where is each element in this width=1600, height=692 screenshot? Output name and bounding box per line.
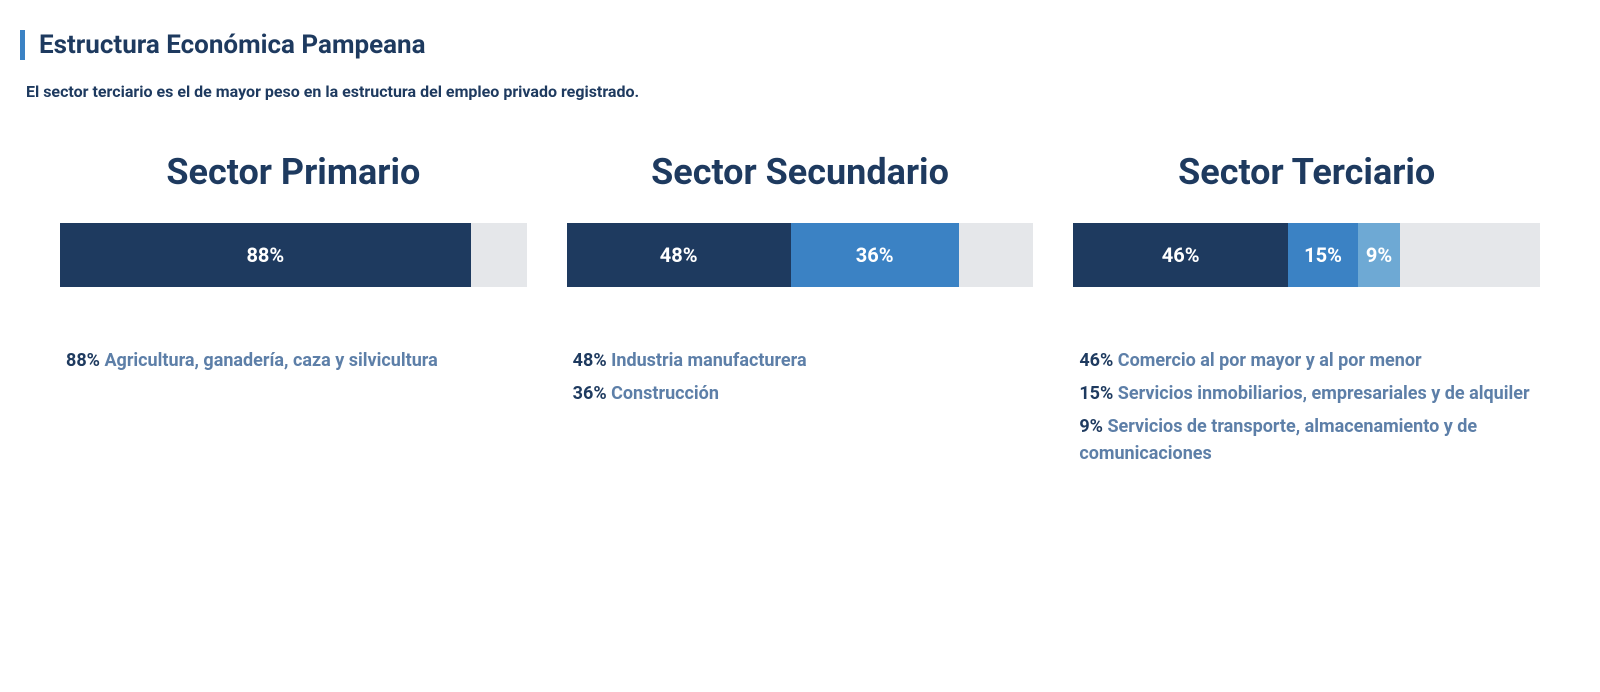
legend-item: 15% Servicios inmobiliarios, empresarial… <box>1079 380 1534 407</box>
title-accent-bar <box>20 30 25 60</box>
bar-segment: 15% <box>1288 223 1358 287</box>
stacked-bar: 88% <box>60 223 527 287</box>
sector-title: Sector Primario <box>60 151 527 193</box>
stacked-bar: 48%36% <box>567 223 1034 287</box>
sector-legend: 48% Industria manufacturera36% Construcc… <box>567 347 1034 407</box>
stacked-bar: 46%15%9% <box>1073 223 1540 287</box>
bar-segment-remainder <box>959 223 1034 287</box>
legend-item: 36% Construcción <box>573 380 1028 407</box>
legend-pct: 9% <box>1079 416 1103 437</box>
legend-label: Construcción <box>607 383 719 404</box>
sector-column: Sector Primario88%88% Agricultura, ganad… <box>60 151 527 473</box>
legend-label: Industria manufacturera <box>607 350 807 371</box>
legend-pct: 15% <box>1079 383 1113 404</box>
sectors-container: Sector Primario88%88% Agricultura, ganad… <box>20 151 1580 473</box>
bar-segment: 36% <box>791 223 959 287</box>
sector-legend: 46% Comercio al por mayor y al por menor… <box>1073 347 1540 467</box>
sector-column: Sector Terciario46%15%9%46% Comercio al … <box>1073 151 1540 473</box>
legend-pct: 48% <box>573 350 607 371</box>
legend-label: Servicios inmobiliarios, empresariales y… <box>1113 383 1529 404</box>
legend-item: 88% Agricultura, ganadería, caza y silvi… <box>66 347 521 374</box>
legend-pct: 46% <box>1079 350 1113 371</box>
legend-item: 9% Servicios de transporte, almacenamien… <box>1079 413 1534 467</box>
legend-pct: 36% <box>573 383 607 404</box>
sector-title: Sector Terciario <box>1073 151 1540 193</box>
legend-label: Servicios de transporte, almacenamiento … <box>1079 416 1477 464</box>
page-title: Estructura Económica Pampeana <box>39 30 426 60</box>
title-row: Estructura Económica Pampeana <box>20 30 1580 60</box>
legend-label: Comercio al por mayor y al por menor <box>1113 350 1421 371</box>
sector-title: Sector Secundario <box>567 151 1034 193</box>
bar-segment: 9% <box>1358 223 1400 287</box>
sector-legend: 88% Agricultura, ganadería, caza y silvi… <box>60 347 527 374</box>
page-subtitle: El sector terciario es el de mayor peso … <box>26 82 1580 101</box>
bar-segment: 48% <box>567 223 791 287</box>
bar-segment-remainder <box>1400 223 1540 287</box>
legend-label: Agricultura, ganadería, caza y silvicult… <box>100 350 438 371</box>
bar-segment: 46% <box>1073 223 1288 287</box>
legend-item: 48% Industria manufacturera <box>573 347 1028 374</box>
legend-pct: 88% <box>66 350 100 371</box>
sector-column: Sector Secundario48%36%48% Industria man… <box>567 151 1034 473</box>
bar-segment-remainder <box>471 223 527 287</box>
bar-segment: 88% <box>60 223 471 287</box>
legend-item: 46% Comercio al por mayor y al por menor <box>1079 347 1534 374</box>
